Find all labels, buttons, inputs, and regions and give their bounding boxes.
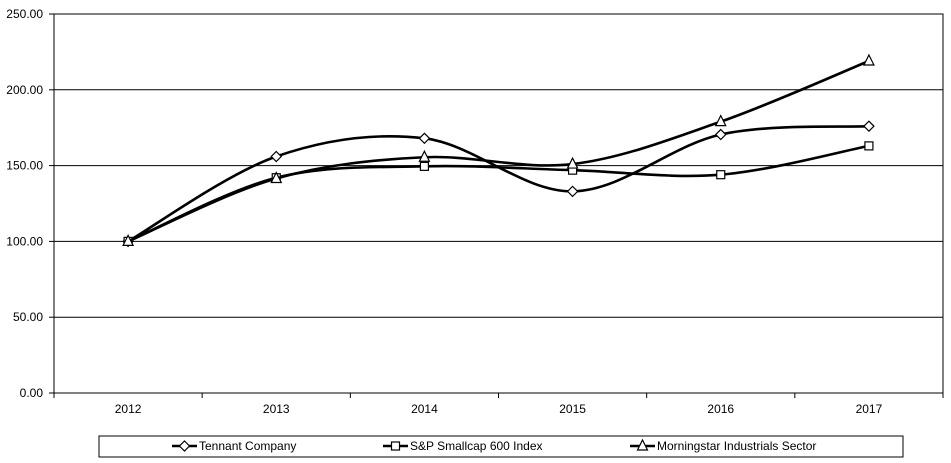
legend-label: S&P Smallcap 600 Index — [410, 439, 543, 453]
x-tick-label: 2013 — [263, 402, 290, 416]
data-point-triangle — [122, 234, 135, 246]
data-point-triangle — [566, 156, 579, 169]
data-point-triangle — [714, 114, 727, 127]
legend-marker-triangle — [636, 438, 649, 451]
series-line — [127, 124, 869, 243]
data-point-triangle — [418, 149, 431, 162]
data-point-square — [419, 161, 430, 171]
legend-label: Tennant Company — [199, 439, 296, 453]
data-point-diamond — [566, 185, 579, 198]
y-tick-label: 100.00 — [6, 234, 43, 248]
series-line — [127, 59, 870, 243]
y-tick-label: 200.00 — [6, 83, 43, 97]
legend-marker-square — [390, 441, 401, 451]
y-tick-label: 0.00 — [20, 386, 44, 400]
legend-box — [98, 435, 904, 458]
axes: 0.00 50.00 100.00 150.00 200.00 250.00 2012 201… — [6, 7, 944, 416]
x-tick-label: 2014 — [411, 402, 438, 416]
data-point-diamond — [270, 150, 283, 163]
y-tick-label: 150.00 — [6, 159, 43, 173]
x-tick-label: 2015 — [559, 402, 586, 416]
gridlines — [54, 89, 943, 318]
series-line — [127, 144, 870, 243]
data-point-diamond — [714, 128, 727, 141]
legend-marker-diamond — [178, 440, 191, 452]
data-point-diamond — [863, 120, 875, 133]
x-tick-label: 2012 — [115, 402, 142, 416]
series-triangle — [122, 53, 875, 246]
series-diamond — [122, 120, 875, 248]
legend: Tennant Company S&P Smallcap 600 Index Mor… — [98, 435, 904, 458]
y-tick-label: 250.00 — [6, 7, 43, 21]
legend-item: S&P Smallcap 600 Index — [383, 439, 543, 453]
legend-item: Tennant Company — [172, 439, 296, 453]
legend-item: Morningstar Industrials Sector — [630, 438, 816, 453]
x-tick-label: 2017 — [856, 402, 883, 416]
data-point-square — [716, 170, 726, 180]
data-point-triangle — [862, 53, 875, 66]
series-lines — [122, 53, 875, 248]
x-tick-label: 2016 — [707, 402, 734, 416]
y-tick-label: 50.00 — [13, 310, 43, 324]
legend-label: Morningstar Industrials Sector — [657, 439, 816, 453]
data-point-diamond — [418, 132, 431, 145]
data-point-square — [864, 141, 874, 151]
data-point-triangle — [270, 171, 283, 184]
